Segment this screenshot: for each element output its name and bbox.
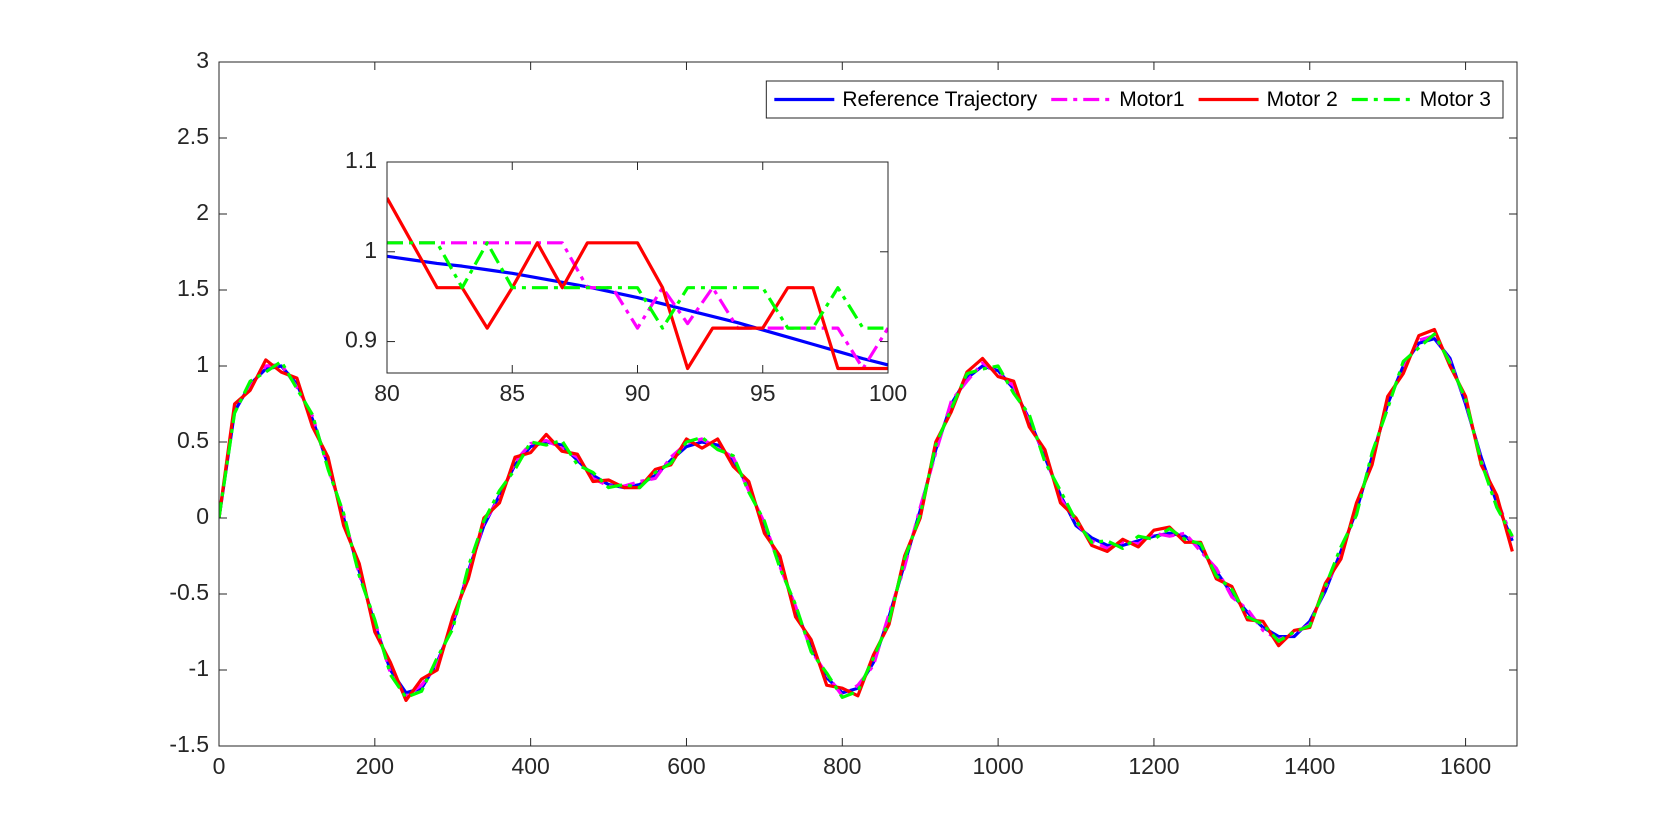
y-tick-label: 1 [364, 237, 377, 263]
series-line [387, 241, 888, 371]
x-tick-label: 1400 [1284, 753, 1335, 779]
x-tick-label: 1000 [973, 753, 1024, 779]
y-tick-label: 0 [196, 503, 209, 529]
x-tick-label: 80 [374, 380, 400, 406]
series-line [387, 241, 888, 330]
y-tick-label: 1.1 [345, 147, 377, 173]
y-tick-label: -1 [189, 655, 209, 681]
y-tick-label: 2.5 [177, 123, 209, 149]
x-tick-label: 400 [511, 753, 549, 779]
x-tick-label: 100 [869, 380, 907, 406]
y-tick-label: 0.5 [177, 427, 209, 453]
x-tick-label: 800 [823, 753, 861, 779]
legend-label: Motor1 [1119, 88, 1184, 111]
x-tick-label: 90 [625, 380, 651, 406]
legend-label: Motor 3 [1420, 88, 1491, 111]
x-tick-label: 200 [356, 753, 394, 779]
y-tick-label: -1.5 [169, 731, 209, 757]
y-tick-label: -0.5 [169, 579, 209, 605]
series-line [387, 197, 888, 371]
y-tick-label: 1 [196, 351, 209, 377]
series-line [387, 254, 888, 367]
x-tick-label: 600 [667, 753, 705, 779]
axes-frame [218, 61, 1518, 747]
y-tick-label: 1.5 [177, 275, 209, 301]
x-tick-label: 95 [750, 380, 776, 406]
y-tick-label: 2 [196, 199, 209, 225]
x-tick-label: 85 [499, 380, 525, 406]
legend-label: Motor 2 [1267, 88, 1338, 111]
x-tick-label: 1200 [1128, 753, 1179, 779]
legend-label: Reference Trajectory [842, 88, 1037, 111]
series-line [219, 332, 1514, 699]
x-tick-label: 1600 [1440, 753, 1491, 779]
y-tick-label: 3 [196, 47, 209, 73]
x-tick-label: 0 [213, 753, 226, 779]
legend-box [765, 80, 1504, 119]
y-tick-label: 0.9 [345, 327, 377, 353]
